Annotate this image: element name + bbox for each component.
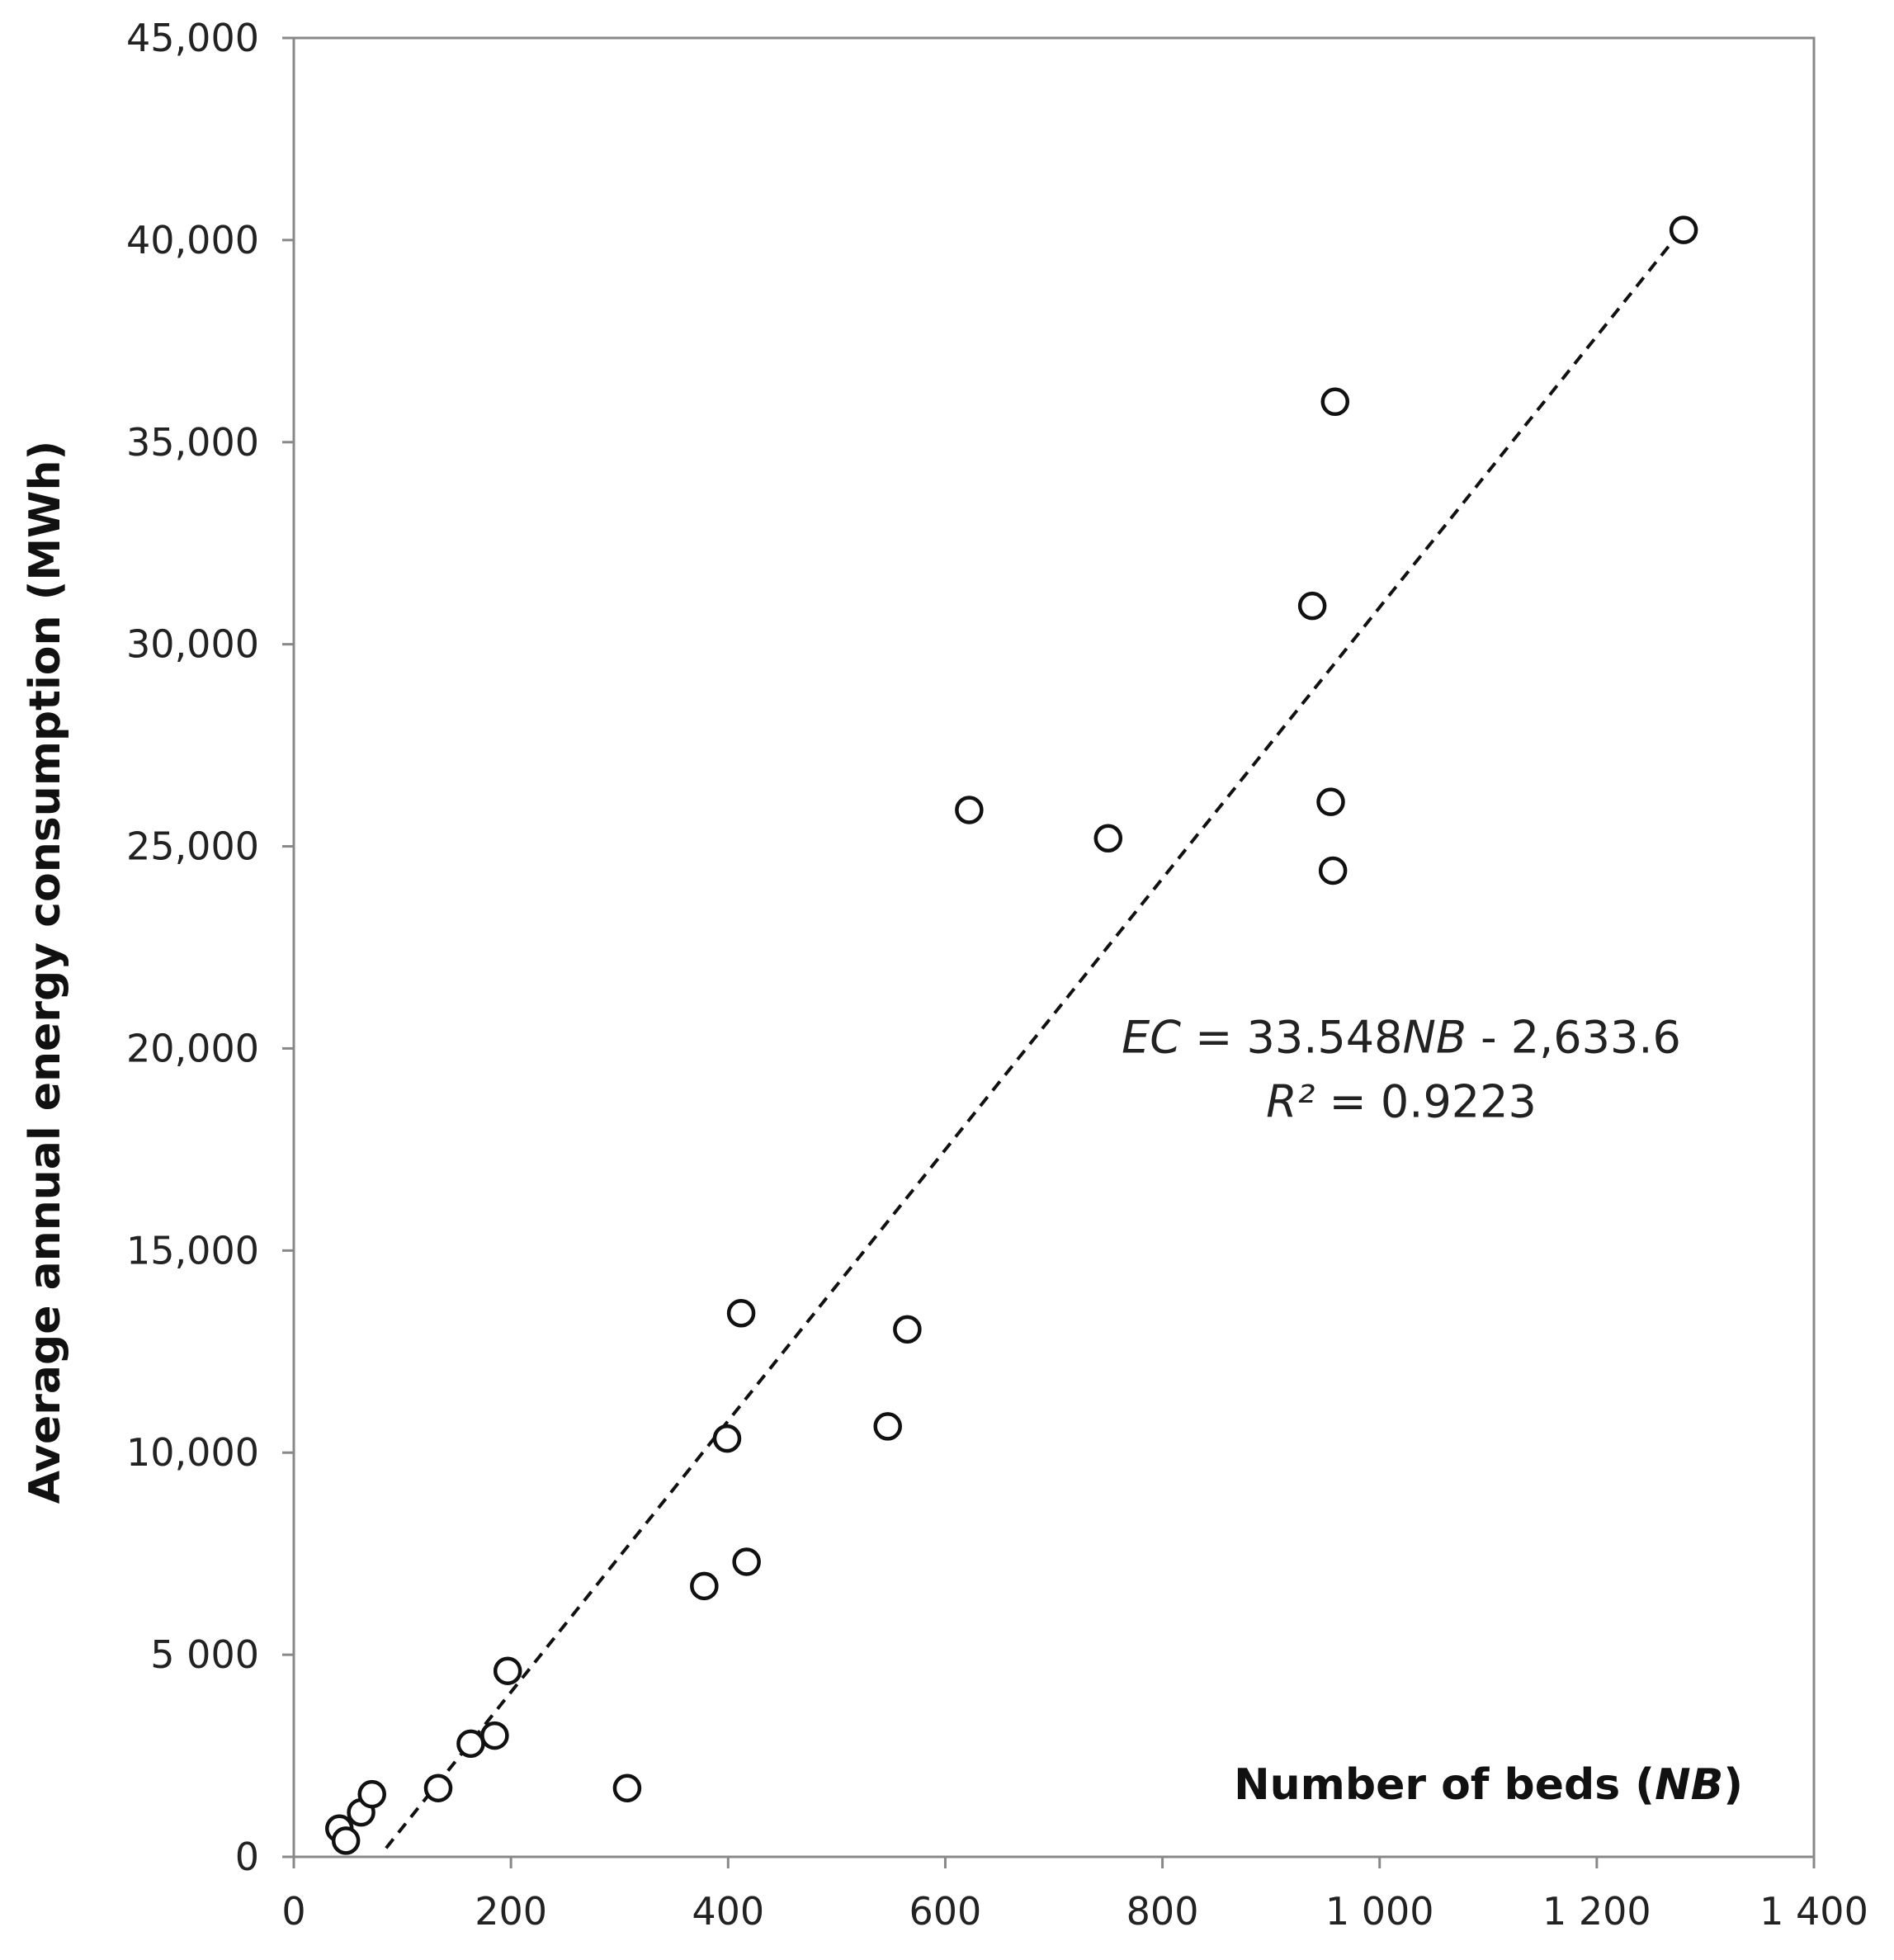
plot-frame — [292, 36, 1816, 1858]
data-point — [893, 1315, 922, 1344]
equation-variable: EC — [1122, 1011, 1181, 1063]
y-tick-label: 25,000 — [126, 824, 259, 869]
data-point — [612, 1773, 642, 1802]
data-point — [331, 1826, 361, 1855]
r-squared-label: R² = 0.9223 — [1266, 1076, 1537, 1128]
y-tick-label: 40,000 — [126, 218, 259, 262]
data-point — [423, 1773, 453, 1802]
trendline — [385, 226, 1685, 1849]
data-point — [357, 1779, 386, 1809]
x-axis-title: Number of beds (NB) — [1234, 1760, 1743, 1810]
data-point — [1093, 824, 1123, 853]
data-point — [726, 1298, 756, 1328]
data-point — [712, 1424, 742, 1453]
x-tick-label: 1 000 — [1325, 1889, 1434, 1934]
x-tick-label: 1 400 — [1759, 1889, 1868, 1934]
x-tick-label: 0 — [281, 1889, 305, 1934]
y-axis-ticks: 0 5 000 10,000 15,000 20,000 25,000 30,000 35,0… — [126, 16, 294, 1879]
x-axis-title-part: ) — [1723, 1760, 1743, 1810]
x-axis-title-variable: NB — [1655, 1760, 1723, 1810]
data-point — [480, 1721, 509, 1750]
y-tick-label: 20,000 — [126, 1026, 259, 1070]
data-point — [1297, 591, 1327, 621]
y-axis-title: Average annual energy consumption (MWh) — [21, 441, 70, 1504]
data-points — [325, 215, 1698, 1855]
equation-variable: NB — [1403, 1011, 1467, 1063]
data-point — [1320, 387, 1350, 417]
x-tick-label: 800 — [1126, 1889, 1199, 1934]
data-point — [1318, 856, 1348, 886]
y-tick-label: 15,000 — [126, 1228, 259, 1273]
data-point — [1316, 787, 1345, 816]
equation-text: = 33.548 — [1181, 1011, 1403, 1063]
data-point — [1669, 215, 1698, 244]
x-tick-label: 1 200 — [1542, 1889, 1651, 1934]
y-tick-label: 5 000 — [150, 1632, 259, 1677]
data-point — [732, 1547, 761, 1576]
data-point — [493, 1656, 522, 1685]
x-axis-ticks: 0 200 400 600 800 1 000 1 200 1 400 — [281, 1857, 1868, 1934]
y-tick-label: 10,000 — [126, 1430, 259, 1475]
r-squared-symbol: R² — [1266, 1076, 1315, 1128]
x-tick-label: 200 — [475, 1889, 547, 1934]
data-point — [456, 1729, 485, 1759]
equation-text: - 2,633.6 — [1467, 1011, 1681, 1063]
data-point — [873, 1412, 902, 1441]
x-axis-title-part: Number of beds ( — [1234, 1760, 1655, 1810]
x-tick-label: 400 — [692, 1889, 764, 1934]
y-tick-label: 0 — [235, 1835, 259, 1879]
y-tick-label: 35,000 — [126, 420, 259, 465]
regression-equation: EC = 33.548NB - 2,633.6 — [1122, 1011, 1681, 1063]
r-squared-value: = 0.9223 — [1315, 1076, 1537, 1128]
y-tick-label: 45,000 — [126, 16, 259, 60]
y-tick-label: 30,000 — [126, 622, 259, 667]
data-point — [955, 796, 984, 824]
data-point — [690, 1571, 719, 1601]
x-tick-label: 600 — [909, 1889, 982, 1934]
